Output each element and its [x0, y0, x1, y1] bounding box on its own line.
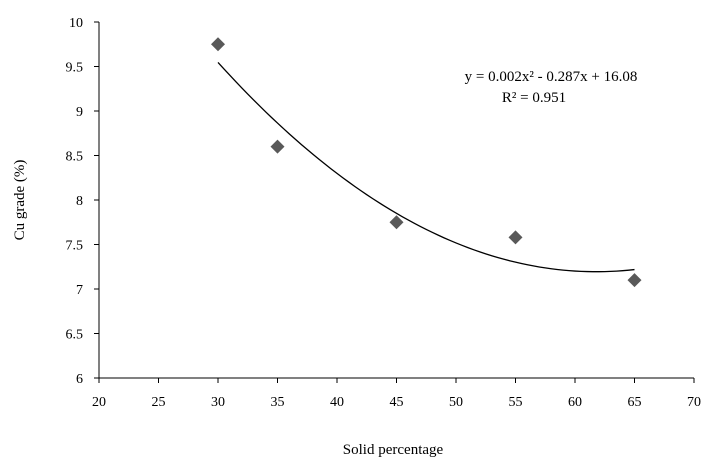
data-point — [389, 215, 404, 230]
x-tick-label: 70 — [687, 395, 701, 410]
data-point — [508, 230, 523, 245]
y-tick-label: 6.5 — [66, 328, 84, 343]
y-tick-label: 6 — [76, 372, 83, 387]
x-axis-title: Solid percentage — [343, 442, 444, 457]
trendline — [217, 61, 635, 273]
x-tick-label: 35 — [271, 395, 285, 410]
y-tick-label: 9.5 — [66, 61, 84, 76]
y-tick-label: 7 — [76, 283, 83, 298]
x-tick-label: 50 — [449, 395, 463, 410]
x-tick-label: 40 — [330, 395, 344, 410]
data-point — [270, 139, 285, 154]
y-tick-label: 8 — [76, 194, 83, 209]
x-tick-label: 55 — [509, 395, 523, 410]
tick-labels: 20 25 30 35 40 45 50 55 60 65 70 6 6.5 7 7.5 8 8.5 9 9.5 10 — [66, 16, 702, 410]
x-tick-label: 25 — [152, 395, 166, 410]
x-tick-label: 65 — [628, 395, 642, 410]
x-tick-label: 30 — [211, 395, 225, 410]
y-axis-title: Cu grade (%) — [12, 160, 28, 241]
x-tick-label: 60 — [568, 395, 582, 410]
trendline-equation: y = 0.002x² - 0.287x + 16.08 — [465, 69, 638, 85]
y-tick-label: 8.5 — [66, 150, 84, 165]
axes — [94, 21, 695, 383]
data-point — [627, 273, 642, 288]
y-tick-label: 9 — [76, 105, 83, 120]
data-point — [211, 37, 225, 52]
x-tick-label: 45 — [390, 395, 404, 410]
x-tick-label: 20 — [92, 395, 106, 410]
y-tick-label: 10 — [69, 16, 83, 31]
data-points — [211, 37, 642, 288]
r-squared-label: R² = 0.951 — [502, 90, 566, 106]
y-tick-label: 7.5 — [66, 239, 84, 254]
